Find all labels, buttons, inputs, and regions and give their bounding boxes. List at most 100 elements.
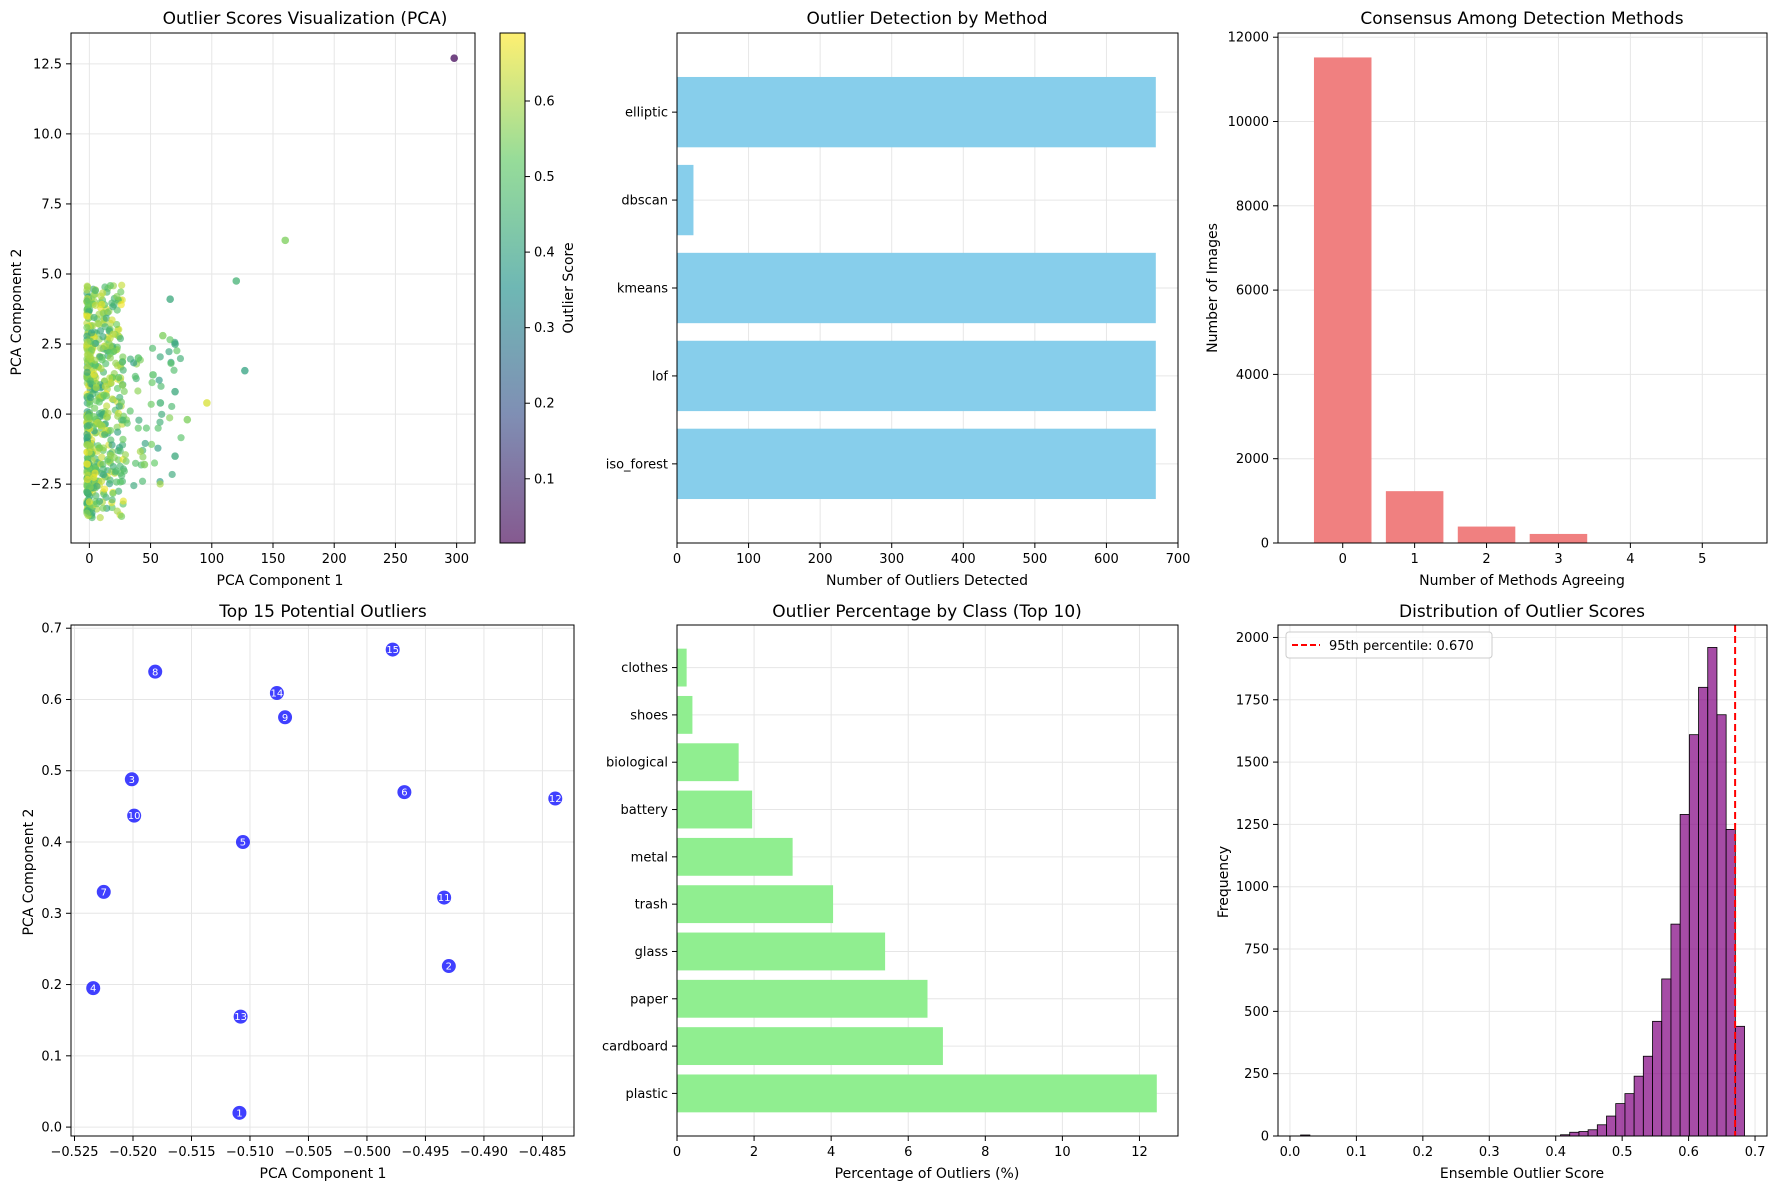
y-tick-label: paper — [630, 992, 668, 1007]
x-tick-label: 12 — [1131, 1145, 1148, 1160]
data-point — [86, 377, 95, 385]
x-tick-label: 0.5 — [1612, 1145, 1633, 1160]
outlier-point — [233, 1009, 248, 1024]
x-axis-label: PCA Component 1 — [260, 1166, 387, 1182]
y-tick-label: trash — [635, 898, 668, 913]
data-point — [98, 300, 106, 309]
data-point — [102, 314, 110, 322]
data-point — [117, 288, 125, 296]
data-point — [98, 356, 106, 364]
bar-battery — [677, 790, 753, 829]
x-tick-label: 0.4 — [1545, 1145, 1566, 1160]
data-point — [126, 407, 134, 415]
histogram-bars — [1300, 625, 1745, 1137]
data-point — [91, 404, 99, 412]
y-tick-label: 2000 — [1236, 631, 1269, 646]
data-point — [166, 414, 174, 422]
x-ticks: 0 1 2 3 4 5 — [1339, 543, 1706, 567]
colorbar-tick-label: 0.4 — [534, 246, 555, 261]
data-point — [85, 498, 93, 506]
data-point — [86, 353, 94, 361]
y-tick-label: 2.5 — [41, 338, 62, 353]
legend: 95th percentile: 0.670 — [1285, 631, 1493, 659]
data-point — [97, 365, 105, 373]
x-tick-label: 0 — [673, 1145, 681, 1160]
x-tick-label: −0.500 — [343, 1145, 391, 1160]
data-point — [156, 353, 164, 361]
data-point — [168, 470, 176, 479]
x-ticks: 0 50 100 150 200 250 300 — [85, 543, 469, 567]
plot-frame — [70, 624, 575, 1137]
bar-clothes — [677, 648, 687, 687]
chart-title: Consensus Among Detection Methods — [1360, 9, 1683, 29]
x-tick-label: 3 — [1554, 552, 1562, 567]
legend-box — [1285, 631, 1493, 659]
x-tick-label: 8 — [981, 1145, 989, 1160]
x-tick-label: 200 — [322, 552, 347, 567]
data-point — [83, 323, 91, 332]
x-tick-label: −0.510 — [226, 1145, 274, 1160]
x-tick-label: 400 — [951, 552, 976, 567]
outlier-point-label: 15 — [386, 645, 399, 656]
data-point — [155, 376, 163, 384]
data-point — [108, 496, 116, 504]
data-point — [171, 452, 179, 460]
data-point — [90, 370, 98, 378]
data-point — [150, 459, 159, 467]
y-axis-label: PCA Component 2 — [9, 249, 25, 376]
data-point — [159, 331, 167, 340]
bar-1 — [1385, 491, 1444, 543]
grid — [71, 625, 574, 1136]
data-point — [136, 447, 144, 456]
data-point — [113, 320, 121, 329]
y-tick-label: 1750 — [1236, 693, 1269, 708]
y-tick-label: 750 — [1244, 943, 1269, 958]
data-point — [139, 453, 147, 461]
data-point — [183, 415, 192, 424]
data-point — [142, 424, 151, 432]
bar-biological — [677, 743, 739, 782]
x-tick-label: 0.2 — [1412, 1145, 1433, 1160]
data-point — [83, 488, 91, 496]
histogram-bar — [1642, 1055, 1653, 1137]
y-tick-label: 10000 — [1228, 115, 1269, 130]
x-tick-label: 2 — [1482, 552, 1490, 567]
histogram-bar — [1615, 1103, 1626, 1137]
data-point — [83, 481, 91, 489]
histogram-bar — [1688, 734, 1699, 1137]
plot-frame — [70, 32, 476, 544]
data-point — [92, 492, 100, 500]
y-tick-label: 0.2 — [41, 978, 62, 993]
bar-kmeans — [677, 252, 1156, 324]
data-point — [96, 327, 105, 335]
bar-plastic — [677, 1074, 1157, 1113]
bar-paper — [677, 979, 928, 1018]
data-point — [157, 382, 165, 390]
data-point — [104, 409, 112, 417]
data-point — [97, 477, 106, 485]
data-point — [171, 387, 179, 396]
data-point — [120, 387, 128, 395]
x-ticks: 0 2 4 6 8 10 12 — [673, 1136, 1148, 1160]
data-point — [83, 312, 91, 320]
y-tick-label: 0 — [1261, 537, 1269, 552]
y-tick-label: 0 — [1261, 1130, 1269, 1145]
data-point — [93, 500, 101, 508]
data-point — [96, 514, 104, 522]
bar-3 — [1529, 533, 1588, 543]
data-point — [85, 448, 93, 456]
bar-metal — [677, 837, 793, 876]
y-axis-label: Frequency — [1216, 846, 1232, 918]
data-point — [117, 398, 126, 406]
panel-score-histogram: Distribution of Outlier Scores Ensemble … — [1216, 602, 1768, 1182]
data-point — [86, 413, 94, 421]
y-tick-label: lof — [652, 369, 669, 384]
outlier-point-label: 6 — [401, 788, 407, 799]
bar-shoes — [677, 695, 693, 734]
x-tick-label: 0.6 — [1678, 1145, 1699, 1160]
colorbar: 0.1 0.2 0.3 0.4 0.5 0.6 Outlier Score — [499, 32, 577, 544]
data-point — [115, 487, 123, 495]
y-tick-label: 12000 — [1228, 31, 1269, 46]
histogram-bar — [1725, 829, 1736, 1137]
y-axis-label: PCA Component 2 — [21, 809, 37, 936]
